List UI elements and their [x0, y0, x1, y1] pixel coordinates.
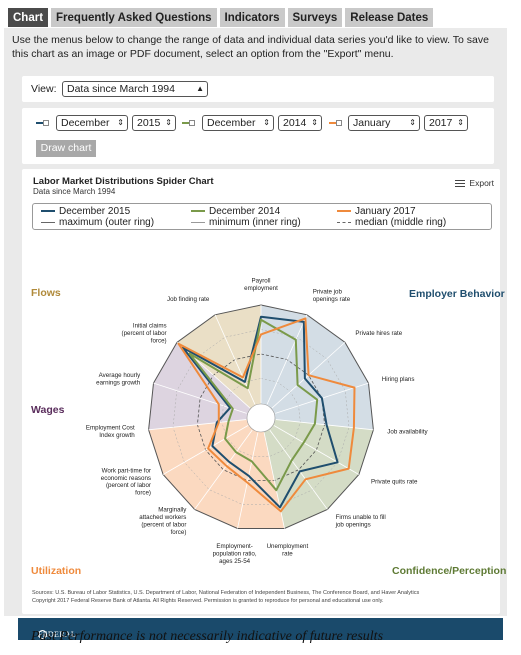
select-arrows-icon: ⇕ — [409, 118, 416, 127]
group-label: Confidence/Perception — [392, 565, 506, 577]
series-line-2 — [188, 318, 319, 492]
chart-subtitle: Data since March 1994 — [33, 187, 116, 196]
view-select-value: Data since March 1994 — [67, 83, 175, 95]
sector-5 — [177, 305, 261, 418]
sources-text: Sources: U.S. Bureau of Labor Statistics… — [32, 590, 420, 596]
copyright-text: Copyright 2017 Federal Reserve Bank of A… — [32, 598, 384, 604]
axis-label: Job availability — [387, 428, 428, 435]
axis-label: Private quits rate — [371, 479, 418, 486]
month-select-2[interactable]: December ⇕ — [202, 115, 274, 131]
tab-indicators[interactable]: Indicators — [219, 8, 285, 27]
draw-chart-button[interactable]: Draw chart — [36, 140, 96, 157]
month-select-1[interactable]: December ⇕ — [56, 115, 128, 131]
axis-label: Private job openings rate — [313, 289, 351, 303]
axis-spoke — [263, 432, 285, 529]
axis-spoke — [269, 429, 328, 510]
series-marker-1 — [36, 119, 50, 127]
series-line-1 — [181, 315, 339, 509]
tab-chart[interactable]: Chart — [8, 8, 49, 27]
center-disk — [246, 403, 276, 433]
series-marker-3 — [329, 119, 343, 127]
axis-label: Employment Cost Index growth — [86, 425, 135, 439]
sector-3 — [148, 418, 285, 529]
series-marker-2 — [182, 119, 196, 127]
spider-chart: Payroll employment Private job openings rat… — [31, 278, 506, 577]
axis-label: Payroll employment — [244, 278, 278, 292]
axis-label: Job finding rate — [167, 296, 210, 303]
year-select-3[interactable]: 2017 ⇕ — [424, 115, 468, 131]
axis-label: Average hourly earnings growth — [96, 372, 141, 386]
date-selectors: December ⇕ 2015 ⇕ December ⇕ 2014 ⇕ January ⇕… — [22, 108, 494, 164]
tab-bar: Chart Frequently Asked Questions Indicat… — [8, 8, 434, 27]
axis-label: Marginally attached workers (percent of la… — [139, 507, 187, 536]
series-line-3 — [177, 317, 356, 513]
month-select-3[interactable]: January ⇕ — [348, 115, 420, 131]
axis-label: Work part-time for economic reasons (perce… — [101, 467, 151, 496]
axis-spoke — [266, 314, 308, 405]
axis-label: Initial claims (percent of labor force) — [122, 323, 167, 345]
chart-container: Labor Market Distributions Spider Chart … — [22, 169, 506, 614]
select-arrows-icon: ⇕ — [263, 118, 270, 127]
axis-spoke — [273, 425, 360, 475]
legend-swatch — [191, 210, 205, 213]
year-select-2[interactable]: 2014 ⇕ — [278, 115, 322, 131]
view-label: View: — [31, 83, 57, 95]
legend-swatch — [41, 221, 55, 223]
menu-icon — [455, 180, 466, 188]
chart-panel: Use the menus below to change the range … — [4, 28, 507, 655]
group-label: Flows — [31, 287, 61, 299]
select-arrows-icon: ⇕ — [117, 118, 124, 127]
view-box: View: Data since March 1994 ▲ — [22, 76, 494, 102]
legend-item: maximum (outer ring) — [41, 217, 154, 228]
legend-swatch — [337, 210, 351, 213]
select-arrows-icon: ⇕ — [165, 118, 172, 127]
axis-spoke — [148, 419, 247, 431]
year-select-1[interactable]: 2015 ⇕ — [132, 115, 176, 131]
axis-spoke — [214, 314, 256, 405]
axis-label: Employment-population ratio, ages 25-54 — [213, 543, 257, 565]
bank-banner: FEDERAL RESERVE BANK of ATLANTA — [18, 618, 503, 655]
quarter-ring — [221, 378, 301, 457]
legend-swatch — [41, 210, 55, 213]
select-arrows-icon: ⇕ — [311, 118, 318, 127]
axis-spoke — [237, 432, 259, 529]
intro-text: Use the menus below to change the range … — [12, 34, 489, 60]
group-label: Utilization — [31, 565, 81, 577]
three-quarter-ring — [172, 329, 350, 505]
fed-seal-icon — [38, 630, 47, 639]
legend-item: December 2014 — [191, 206, 280, 217]
legend-swatch — [191, 221, 205, 223]
outer-ring — [148, 304, 374, 529]
export-button[interactable]: Export — [455, 178, 494, 188]
axis-spoke — [194, 429, 253, 510]
legend-swatch — [337, 221, 351, 223]
axis-spoke — [162, 425, 249, 475]
legend-item: median (middle ring) — [337, 217, 446, 228]
axis-label: Unemployment rate — [267, 543, 309, 557]
axis-label: Hiring plans — [382, 376, 415, 383]
disclaimer-text: Past Performance is not necessarily indi… — [31, 629, 384, 644]
bank-name: FEDERAL RESERVE BANK of ATLANTA — [38, 630, 76, 655]
legend-item: minimum (inner ring) — [191, 217, 301, 228]
axis-spoke — [275, 419, 374, 431]
axis-label: Firms unable to fill job openings — [335, 514, 386, 528]
group-label: Employer Behavior — [409, 288, 505, 300]
legend-item: December 2015 — [41, 206, 130, 217]
view-select[interactable]: Data since March 1994 ▲ — [62, 81, 208, 97]
group-label: Wages — [31, 404, 65, 416]
tab-faq[interactable]: Frequently Asked Questions — [51, 8, 217, 27]
select-arrows-icon: ⇕ — [457, 118, 464, 127]
select-arrows-icon: ▲ — [196, 84, 204, 93]
tab-release-dates[interactable]: Release Dates — [345, 8, 434, 27]
export-label: Export — [469, 178, 494, 188]
tab-surveys[interactable]: Surveys — [287, 8, 343, 27]
chart-sources: Sources: U.S. Bureau of Labor Statistics… — [32, 589, 492, 605]
chart-title: Labor Market Distributions Spider Chart — [33, 176, 214, 187]
chart-legend: December 2015 December 2014 January 2017… — [32, 203, 492, 230]
axis-label: Private hires rate — [355, 330, 402, 337]
legend-item: January 2017 — [337, 206, 416, 217]
